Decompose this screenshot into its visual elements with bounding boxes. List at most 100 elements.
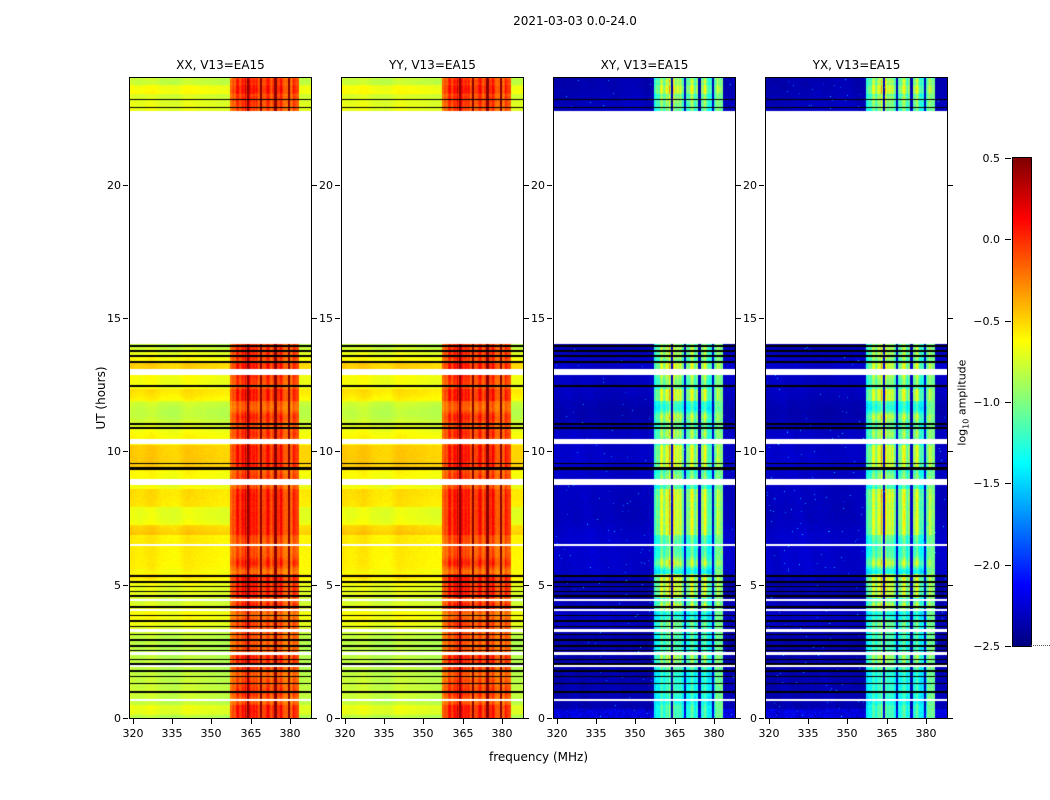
x-tick — [887, 719, 888, 724]
colorbar-tick-label: −1.0 — [973, 396, 1000, 409]
y-tick — [123, 718, 128, 719]
y-tick-right — [312, 718, 317, 719]
y-tick — [335, 318, 340, 319]
y-tick-right — [736, 451, 741, 452]
y-tick-label: 10 — [107, 445, 121, 458]
x-tick — [172, 719, 173, 724]
panel-xy-title: XY, V13=EA15 — [600, 58, 689, 72]
colorbar-tick — [1005, 402, 1011, 403]
x-tick-label: 335 — [585, 727, 607, 740]
y-tick-label: 5 — [750, 579, 757, 592]
colorbar-tick — [1005, 646, 1011, 647]
x-axis-label: frequency (MHz) — [488, 750, 589, 764]
panel-yy: YY, V13=EA15 — [341, 58, 524, 719]
colorbar-label-sub: 10 — [961, 418, 971, 429]
x-tick — [926, 719, 927, 724]
x-tick-label: 365 — [452, 727, 474, 740]
y-tick-label: 15 — [743, 312, 757, 325]
colorbar-tick — [1005, 239, 1011, 240]
x-tick-label: 320 — [546, 727, 568, 740]
y-tick-right — [948, 318, 953, 319]
x-tick-label: 320 — [758, 727, 780, 740]
x-tick — [596, 719, 597, 724]
y-tick-right — [948, 185, 953, 186]
y-tick — [335, 718, 340, 719]
y-tick-label: 15 — [107, 312, 121, 325]
panel-xy-heatmap — [554, 78, 735, 718]
y-tick-label: 0 — [538, 712, 545, 725]
x-tick — [251, 719, 252, 724]
colorbar-tick-label: −1.5 — [973, 477, 1000, 490]
colorbar — [1012, 157, 1032, 647]
y-tick-label: 20 — [531, 179, 545, 192]
x-tick — [133, 719, 134, 724]
y-tick — [759, 451, 764, 452]
y-tick — [123, 451, 128, 452]
y-tick-label: 5 — [114, 579, 121, 592]
x-tick-label: 350 — [624, 727, 646, 740]
x-tick-label: 335 — [161, 727, 183, 740]
y-tick-label: 15 — [531, 312, 545, 325]
y-tick-right — [524, 718, 529, 719]
y-tick-right — [948, 585, 953, 586]
colorbar-tick-label: −2.0 — [973, 559, 1000, 572]
y-tick — [759, 718, 764, 719]
y-tick-label: 15 — [319, 312, 333, 325]
y-tick — [547, 185, 552, 186]
colorbar-label-post: amplitude — [955, 359, 969, 419]
colorbar-label-pre: log — [955, 428, 969, 446]
x-tick — [345, 719, 346, 724]
y-tick — [547, 318, 552, 319]
colorbar-tick — [1005, 158, 1011, 159]
colorbar-tick — [1005, 321, 1011, 322]
y-axis-label: UT (hours) — [94, 366, 108, 430]
x-tick — [502, 719, 503, 724]
x-tick — [463, 719, 464, 724]
x-tick — [290, 719, 291, 724]
y-tick-right — [312, 585, 317, 586]
y-tick-label: 0 — [326, 712, 333, 725]
y-tick-right — [736, 185, 741, 186]
x-tick-label: 380 — [915, 727, 937, 740]
y-tick — [547, 451, 552, 452]
y-tick — [123, 585, 128, 586]
y-tick — [759, 185, 764, 186]
x-tick-label: 350 — [412, 727, 434, 740]
x-tick — [714, 719, 715, 724]
y-tick-label: 20 — [107, 179, 121, 192]
y-tick-label: 5 — [326, 579, 333, 592]
panel-yx-title: YX, V13=EA15 — [812, 58, 901, 72]
y-tick-label: 0 — [750, 712, 757, 725]
y-tick — [759, 318, 764, 319]
x-tick-label: 335 — [373, 727, 395, 740]
x-tick-label: 380 — [491, 727, 513, 740]
x-tick — [423, 719, 424, 724]
panel-xx: XX, V13=EA15 — [129, 58, 312, 719]
y-tick-right — [736, 318, 741, 319]
y-tick-right — [312, 185, 317, 186]
y-tick-right — [312, 318, 317, 319]
y-tick-right — [736, 585, 741, 586]
y-tick-right — [948, 718, 953, 719]
y-tick — [547, 585, 552, 586]
y-tick-label: 10 — [319, 445, 333, 458]
x-tick — [808, 719, 809, 724]
y-tick-label: 0 — [114, 712, 121, 725]
panel-yy-heatmap — [342, 78, 523, 718]
panel-yx: YX, V13=EA15 — [765, 58, 948, 719]
colorbar-tick — [1005, 483, 1011, 484]
y-tick — [123, 318, 128, 319]
x-tick-label: 320 — [122, 727, 144, 740]
panel-xx-title: XX, V13=EA15 — [176, 58, 265, 72]
y-tick — [335, 451, 340, 452]
y-tick-label: 20 — [319, 179, 333, 192]
x-tick — [847, 719, 848, 724]
x-tick-label: 365 — [240, 727, 262, 740]
colorbar-tick — [1005, 565, 1011, 566]
x-tick — [675, 719, 676, 724]
panel-xy: XY, V13=EA15 — [553, 58, 736, 719]
panel-xx-heatmap — [130, 78, 311, 718]
y-tick — [759, 585, 764, 586]
x-tick — [635, 719, 636, 724]
x-tick — [211, 719, 212, 724]
